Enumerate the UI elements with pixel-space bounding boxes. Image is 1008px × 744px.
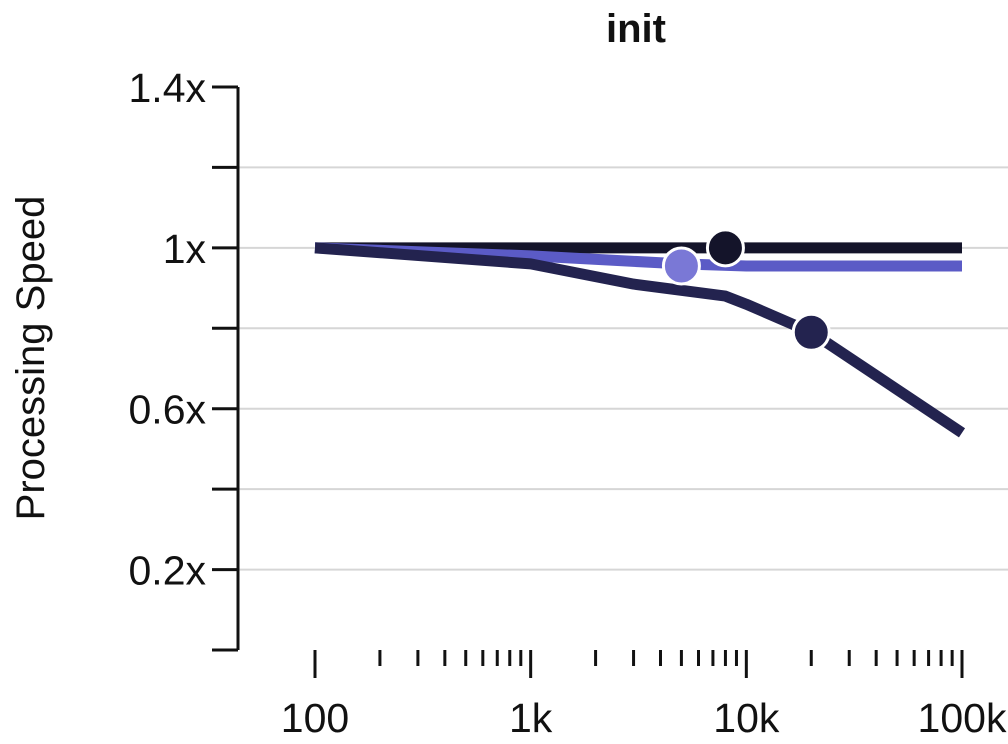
y-tick-label: 0.6x xyxy=(129,387,207,433)
x-tick-label: 1k xyxy=(509,695,553,741)
y-tick-label: 0.2x xyxy=(129,548,207,594)
y-tick-label: 1.4x xyxy=(129,65,207,111)
gridlines xyxy=(238,166,1008,571)
series-line-3 xyxy=(314,242,966,438)
y-axis-label: Processing Speed xyxy=(9,196,53,521)
x-tick-label: 100k xyxy=(918,695,1007,741)
series-marker-3 xyxy=(791,312,831,352)
series-marker-1 xyxy=(705,228,745,268)
x-tick-label: 10k xyxy=(713,695,780,741)
x-axis: 100 1k 10k 100k xyxy=(281,650,1007,741)
y-tick-label: 1x xyxy=(163,226,207,272)
x-tick-label: 100 xyxy=(281,695,349,741)
series-marker-2 xyxy=(661,246,701,286)
y-axis: 0.2x 0.6x 1x 1.4x xyxy=(129,65,240,652)
series-lines xyxy=(314,242,966,438)
chart-title: init xyxy=(606,7,666,51)
series-markers xyxy=(661,228,831,352)
